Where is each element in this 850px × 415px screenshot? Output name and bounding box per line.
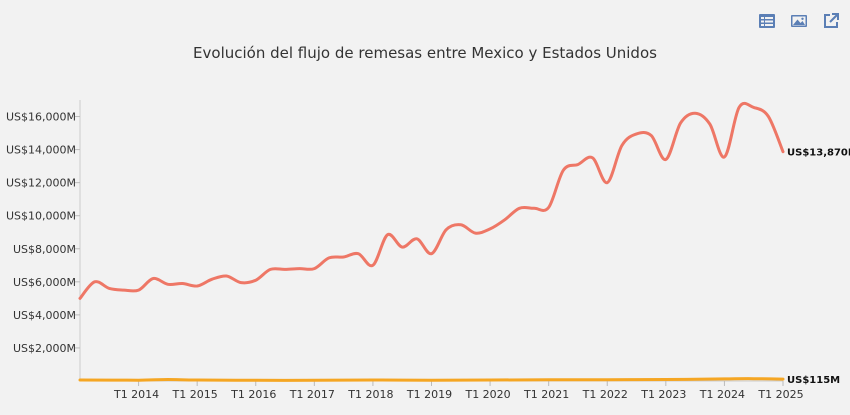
image-icon [791, 15, 807, 27]
chart-toolbar [758, 12, 840, 30]
x-tick-label: T1 2017 [289, 388, 335, 401]
x-tick-label: T1 2018 [347, 388, 393, 401]
download-image-button[interactable] [790, 12, 808, 30]
x-tick-label: T1 2016 [230, 388, 276, 401]
view-data-table-button[interactable] [758, 12, 776, 30]
x-tick-label: T1 2019 [406, 388, 452, 401]
open-external-button[interactable] [822, 12, 840, 30]
x-tick-label: T1 2025 [757, 388, 803, 401]
x-tick-label: T1 2014 [113, 388, 159, 401]
x-tick-label: T1 2023 [640, 388, 686, 401]
y-tick-label: US$6,000M [13, 276, 76, 289]
x-tick-label: T1 2021 [523, 388, 569, 401]
series-line-1 [78, 101, 785, 300]
chart-title: Evolución del flujo de remesas entre Mex… [193, 44, 657, 62]
y-tick-label: US$10,000M [6, 210, 76, 223]
series-end-label-2: US$115M [787, 375, 840, 386]
x-tick-label: T1 2022 [582, 388, 628, 401]
y-tick-label: US$4,000M [13, 309, 76, 322]
table-icon [759, 14, 775, 28]
x-tick-label: T1 2024 [699, 388, 745, 401]
y-tick-label: US$12,000M [6, 177, 76, 190]
series-line-2 [78, 377, 785, 382]
y-tick-label: US$16,000M [6, 111, 76, 124]
y-tick-label: US$8,000M [13, 243, 76, 256]
series-end-label-1: US$13,870M [787, 148, 850, 159]
y-tick-label: US$14,000M [6, 144, 76, 157]
external-link-icon [824, 13, 839, 28]
x-tick-label: T1 2020 [464, 388, 510, 401]
y-tick-label: US$2,000M [13, 342, 76, 355]
x-tick-label: T1 2015 [172, 388, 218, 401]
